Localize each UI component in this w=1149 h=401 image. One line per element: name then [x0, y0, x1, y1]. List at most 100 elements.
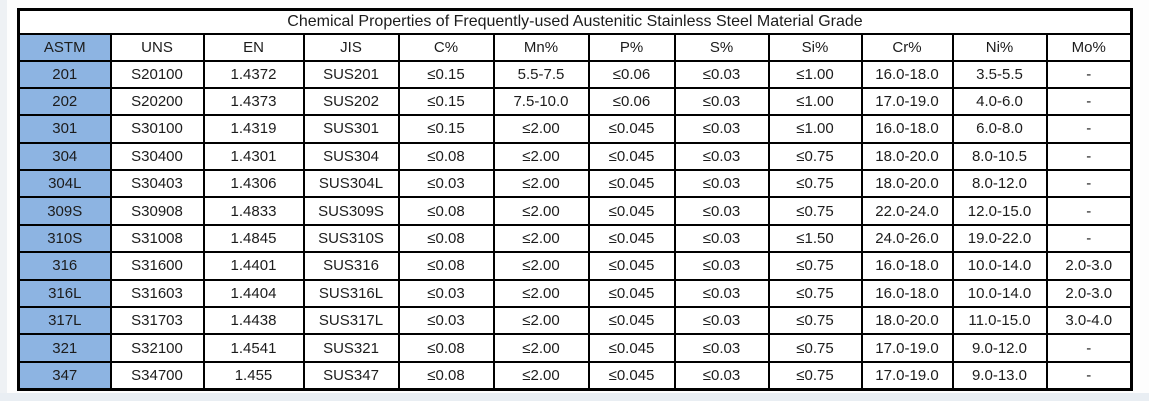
value-cell: ≤0.045 — [587, 333, 676, 363]
value-cell: ≤0.08 — [397, 360, 495, 391]
table-row: 316L S31603 1.4404 SUS316L ≤0.03 ≤2.00 ≤0.045 ≤… — [17, 278, 1133, 309]
value-cell: ≤0.03 — [673, 86, 770, 117]
value-cell: S34700 — [109, 360, 205, 391]
value-cell: S30908 — [109, 196, 205, 226]
value-cell: 10.0-14.0 — [951, 251, 1048, 281]
value-cell: - — [1045, 59, 1133, 89]
value-cell: S31600 — [109, 251, 205, 281]
value-cell: 11.0-15.0 — [951, 306, 1048, 336]
value-cell: S31703 — [109, 306, 205, 336]
value-cell: 1.4541 — [202, 333, 305, 363]
title-row: Chemical Properties of Frequently-used A… — [17, 8, 1133, 35]
value-cell: SUS309S — [302, 196, 400, 226]
left-gutter — [0, 0, 7, 401]
grade-cell: 202 — [17, 86, 112, 117]
value-cell: ≤0.045 — [587, 251, 676, 281]
value-cell: 12.0-15.0 — [951, 196, 1048, 226]
value-cell: ≤2.00 — [492, 169, 590, 199]
value-cell: ≤0.045 — [587, 306, 676, 336]
value-cell: ≤0.03 — [673, 169, 770, 199]
value-cell: 2.0-3.0 — [1045, 278, 1133, 309]
bottom-gutter — [0, 393, 1149, 401]
table-title: Chemical Properties of Frequently-used A… — [17, 8, 1133, 35]
header-cell-mo: Mo% — [1045, 32, 1133, 62]
table-row: 310S S31008 1.4845 SUS310S ≤0.08 ≤2.00 ≤0.045 ≤… — [17, 223, 1133, 254]
value-cell: SUS202 — [302, 86, 400, 117]
value-cell: SUS301 — [302, 114, 400, 144]
value-cell: ≤0.03 — [673, 306, 770, 336]
value-cell: SUS304L — [302, 169, 400, 199]
grade-cell: 201 — [17, 59, 112, 89]
value-cell: 6.0-8.0 — [951, 114, 1048, 144]
value-cell: SUS317L — [302, 306, 400, 336]
value-cell: S31008 — [109, 223, 205, 254]
grade-cell: 316L — [17, 278, 112, 309]
value-cell: - — [1045, 141, 1133, 172]
value-cell: - — [1045, 333, 1133, 363]
table-row: 316 S31600 1.4401 SUS316 ≤0.08 ≤2.00 ≤0.045 ≤0.… — [17, 251, 1133, 281]
value-cell: SUS321 — [302, 333, 400, 363]
grade-cell: 310S — [17, 223, 112, 254]
value-cell: - — [1045, 196, 1133, 226]
value-cell: 1.4833 — [202, 196, 305, 226]
value-cell: 16.0-18.0 — [860, 59, 954, 89]
value-cell: ≤0.03 — [397, 278, 495, 309]
value-cell: ≤0.08 — [397, 141, 495, 172]
value-cell: SUS310S — [302, 223, 400, 254]
grade-cell: 304 — [17, 141, 112, 172]
value-cell: ≤0.03 — [673, 333, 770, 363]
value-cell: 1.4319 — [202, 114, 305, 144]
value-cell: 18.0-20.0 — [860, 306, 954, 336]
value-cell: 16.0-18.0 — [860, 114, 954, 144]
grade-cell: 321 — [17, 333, 112, 363]
grade-cell: 304L — [17, 169, 112, 199]
value-cell: ≤0.03 — [397, 306, 495, 336]
value-cell: S30400 — [109, 141, 205, 172]
value-cell: 7.5-10.0 — [492, 86, 590, 117]
table-row: 201 S20100 1.4372 SUS201 ≤0.15 5.5-7.5 ≤0.06 ≤0… — [17, 59, 1133, 89]
value-cell: S31603 — [109, 278, 205, 309]
value-cell: ≤2.00 — [492, 333, 590, 363]
value-cell: 9.0-12.0 — [951, 333, 1048, 363]
value-cell: SUS316 — [302, 251, 400, 281]
header-row: ASTM UNS EN JIS C% Mn% P% S% Si% Cr% Ni% Mo% — [17, 32, 1133, 62]
value-cell: ≤0.03 — [673, 141, 770, 172]
header-cell-astm: ASTM — [17, 32, 112, 62]
value-cell: ≤1.00 — [767, 114, 863, 144]
table-row: 304 S30400 1.4301 SUS304 ≤0.08 ≤2.00 ≤0.045 ≤0.… — [17, 141, 1133, 172]
value-cell: ≤0.045 — [587, 114, 676, 144]
value-cell: ≤0.03 — [673, 278, 770, 309]
value-cell: ≤2.00 — [492, 251, 590, 281]
value-cell: 1.4373 — [202, 86, 305, 117]
value-cell: ≤2.00 — [492, 223, 590, 254]
header-cell-cr: Cr% — [860, 32, 954, 62]
value-cell: ≤0.045 — [587, 141, 676, 172]
value-cell: ≤1.00 — [767, 86, 863, 117]
value-cell: - — [1045, 114, 1133, 144]
table-row: 309S S30908 1.4833 SUS309S ≤0.08 ≤2.00 ≤0.045 ≤… — [17, 196, 1133, 226]
value-cell: ≤0.06 — [587, 86, 676, 117]
value-cell: 1.4301 — [202, 141, 305, 172]
value-cell: 1.4306 — [202, 169, 305, 199]
value-cell: 8.0-10.5 — [951, 141, 1048, 172]
value-cell: 19.0-22.0 — [951, 223, 1048, 254]
value-cell: ≤0.75 — [767, 196, 863, 226]
value-cell: 9.0-13.0 — [951, 360, 1048, 391]
value-cell: ≤0.08 — [397, 333, 495, 363]
grade-cell: 309S — [17, 196, 112, 226]
value-cell: ≤0.045 — [587, 278, 676, 309]
value-cell: 16.0-18.0 — [860, 278, 954, 309]
grade-cell: 317L — [17, 306, 112, 336]
table-row: 202 S20200 1.4373 SUS202 ≤0.15 7.5-10.0 ≤0.06 ≤… — [17, 86, 1133, 117]
value-cell: 8.0-12.0 — [951, 169, 1048, 199]
value-cell: 2.0-3.0 — [1045, 251, 1133, 281]
value-cell: 1.4404 — [202, 278, 305, 309]
value-cell: 1.4372 — [202, 59, 305, 89]
header-cell-en: EN — [202, 32, 305, 62]
value-cell: ≤0.03 — [673, 196, 770, 226]
value-cell: 16.0-18.0 — [860, 251, 954, 281]
value-cell: ≤0.75 — [767, 278, 863, 309]
steel-grades-table: Chemical Properties of Frequently-used A… — [17, 8, 1133, 391]
header-cell-mn: Mn% — [492, 32, 590, 62]
